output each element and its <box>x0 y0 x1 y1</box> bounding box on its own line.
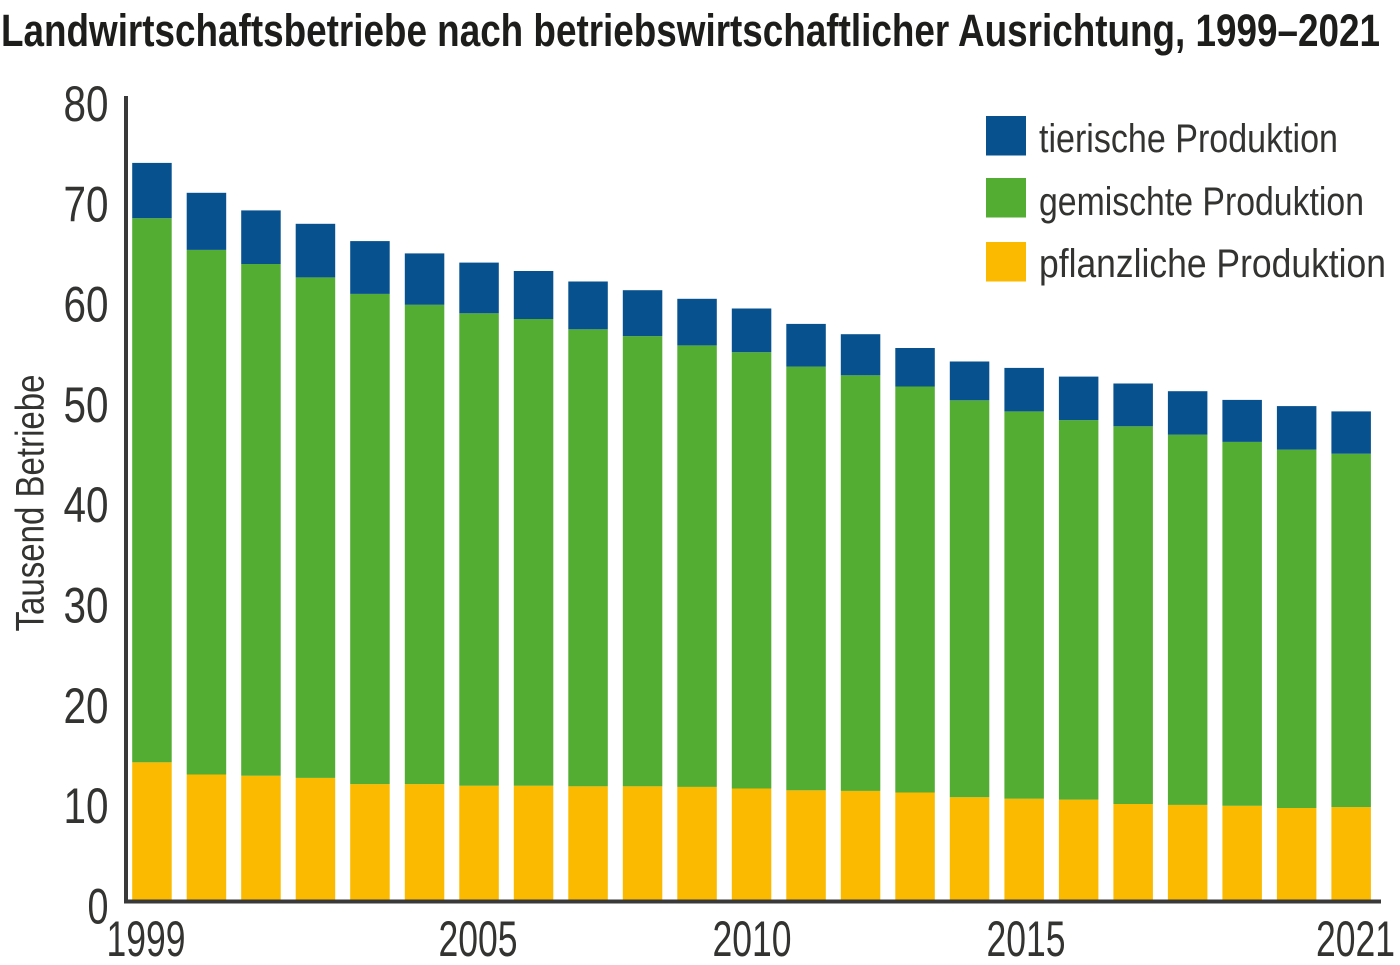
svg-text:40: 40 <box>64 477 109 533</box>
svg-text:10: 10 <box>64 778 109 834</box>
svg-text:tierische Produktion: tierische Produktion <box>1039 117 1338 161</box>
svg-text:2015: 2015 <box>987 911 1066 965</box>
svg-text:pflanzliche Produktion: pflanzliche Produktion <box>1039 242 1386 286</box>
svg-text:gemischte Produktion: gemischte Produktion <box>1039 180 1364 224</box>
svg-text:0: 0 <box>88 878 109 934</box>
svg-text:70: 70 <box>64 176 109 232</box>
svg-text:Landwirtschaftsbetriebe nach b: Landwirtschaftsbetriebe nach betriebswir… <box>1 5 1380 56</box>
svg-text:2021: 2021 <box>1316 911 1395 965</box>
svg-text:30: 30 <box>64 578 109 634</box>
svg-text:1999: 1999 <box>107 911 186 965</box>
svg-text:2005: 2005 <box>439 911 518 965</box>
svg-text:Tausend Betriebe: Tausend Betriebe <box>9 375 53 632</box>
svg-text:80: 80 <box>64 76 109 132</box>
svg-text:50: 50 <box>64 377 109 433</box>
svg-text:60: 60 <box>64 277 109 333</box>
svg-text:2010: 2010 <box>713 911 792 965</box>
svg-text:20: 20 <box>64 678 109 734</box>
